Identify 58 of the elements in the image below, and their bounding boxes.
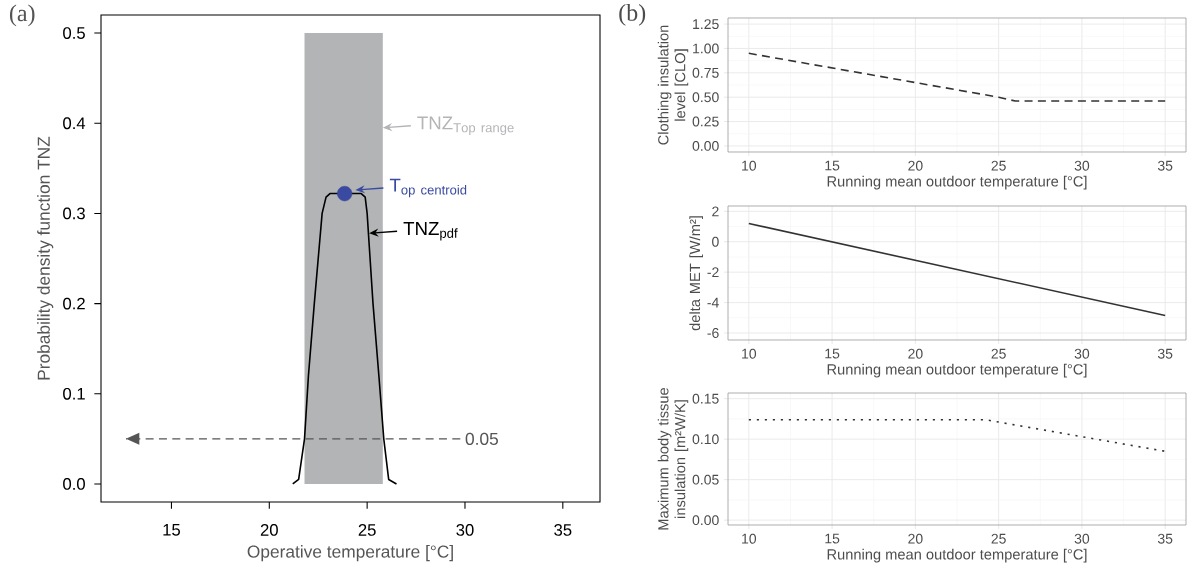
annotation: $\mathrm{TNZ}_{\mathrm{Top\ range}}$: [417, 116, 514, 135]
x-tick-label: 10: [742, 348, 757, 359]
annotation: $\mathrm{TNZ}_{\mathrm{pdf}}$: [403, 222, 458, 241]
x-tick-label: 10: [742, 533, 757, 544]
x-tick-label: 35: [1157, 160, 1173, 171]
y-axis-title: Probability density function TNZ: [37, 136, 54, 380]
x-tick-label: 15: [825, 160, 840, 171]
y-tick-label: 0.2: [63, 297, 85, 310]
x-tick-label: 25: [991, 348, 1006, 359]
y-tick-label: 0.05: [692, 474, 719, 485]
y-tick-label: 0.25: [692, 116, 719, 127]
x-tick-label: 10: [742, 160, 757, 171]
x-tick-label: 25: [991, 160, 1006, 171]
y-tick-label: 0: [712, 236, 719, 247]
y-tick-label: 0.4: [63, 117, 86, 130]
x-tick-label: 35: [554, 524, 572, 536]
chart-title: (b): [619, 3, 646, 26]
y-tick-label: 0.15: [692, 393, 719, 404]
y-tick-label: 0.00: [692, 140, 719, 151]
x-tick-label: 20: [908, 348, 923, 359]
y-tick-label: 0.0: [63, 478, 85, 490]
y-axis-title: Clothing insulation level [CLO]: [657, 25, 689, 145]
annotation: $\mathrm{T}_{\mathrm{op\ centroid}}$: [389, 178, 467, 198]
x-tick-label: 25: [991, 533, 1006, 544]
x-axis-title: Operative temperature [°C]: [247, 544, 453, 562]
y-tick-label: 0.3: [63, 207, 85, 220]
y-tick-label: -6: [707, 328, 719, 338]
x-tick-label: 35: [1157, 533, 1173, 544]
x-tick-label: 35: [1157, 348, 1173, 359]
x-tick-label: 15: [825, 348, 840, 359]
ref-line-label: 0.05: [465, 432, 498, 446]
y-axis-title: delta MET [W/m²]: [689, 216, 704, 331]
y-tick-label: -2: [707, 267, 719, 278]
y-axis-title: Maximum body tissue insulation [m²W/K]: [657, 387, 689, 530]
x-tick-label: 30: [1074, 348, 1090, 359]
y-tick-label: 1.25: [693, 19, 719, 30]
y-tick-label: -4: [707, 297, 719, 308]
y-tick-label: 2: [712, 206, 719, 217]
x-axis-title: Running mean outdoor temperature [°C]: [827, 363, 1087, 378]
x-axis-title: Running mean outdoor temperature [°C]: [827, 175, 1087, 190]
x-tick-label: 20: [908, 533, 923, 544]
y-tick-label: 0.1: [63, 387, 85, 400]
x-tick-label: 25: [358, 524, 376, 536]
x-tick-label: 30: [456, 524, 474, 536]
y-tick-label: 0.10: [692, 434, 719, 445]
y-tick-label: 0.00: [692, 515, 719, 526]
y-tick-label: 1.00: [693, 43, 719, 54]
y-tick-label: 0.5: [63, 27, 85, 39]
y-tick-label: 0.75: [692, 67, 719, 78]
chart-title: (a): [9, 4, 35, 27]
x-tick-label: 30: [1074, 533, 1090, 544]
y-tick-label: 0.50: [692, 92, 719, 103]
x-tick-label: 30: [1074, 160, 1090, 171]
x-tick-label: 15: [825, 533, 840, 544]
x-tick-label: 15: [163, 524, 181, 536]
x-tick-label: 20: [908, 160, 923, 171]
x-tick-label: 20: [260, 524, 278, 536]
x-axis-title: Running mean outdoor temperature [°C]: [827, 548, 1087, 563]
